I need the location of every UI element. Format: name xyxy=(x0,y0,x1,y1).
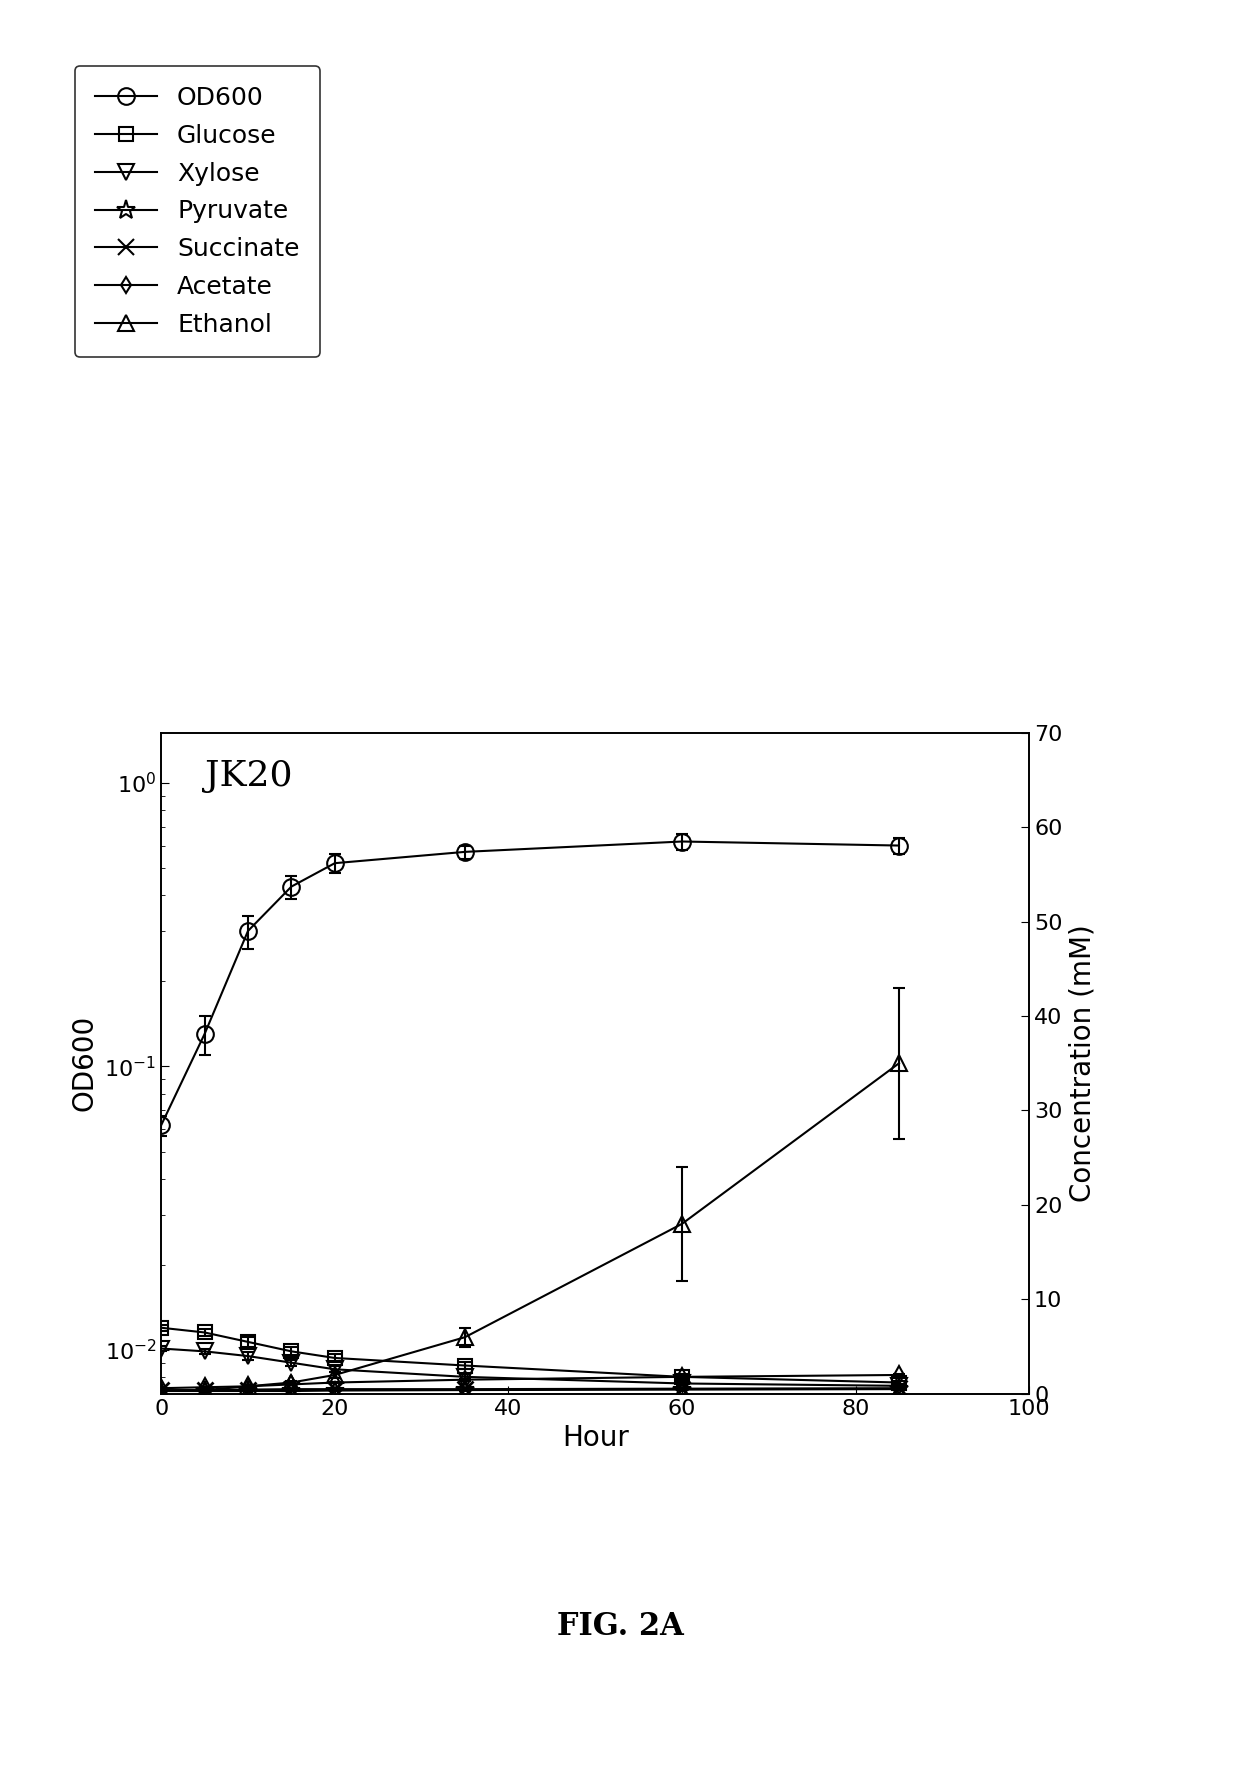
Y-axis label: Concentration (mM): Concentration (mM) xyxy=(1068,924,1096,1203)
X-axis label: Hour: Hour xyxy=(562,1424,629,1453)
Legend: OD600, Glucose, Xylose, Pyruvate, Succinate, Acetate, Ethanol: OD600, Glucose, Xylose, Pyruvate, Succin… xyxy=(74,66,320,357)
Y-axis label: OD600: OD600 xyxy=(71,1015,99,1112)
Text: FIG. 2A: FIG. 2A xyxy=(557,1610,683,1642)
Text: JK20: JK20 xyxy=(205,759,293,793)
